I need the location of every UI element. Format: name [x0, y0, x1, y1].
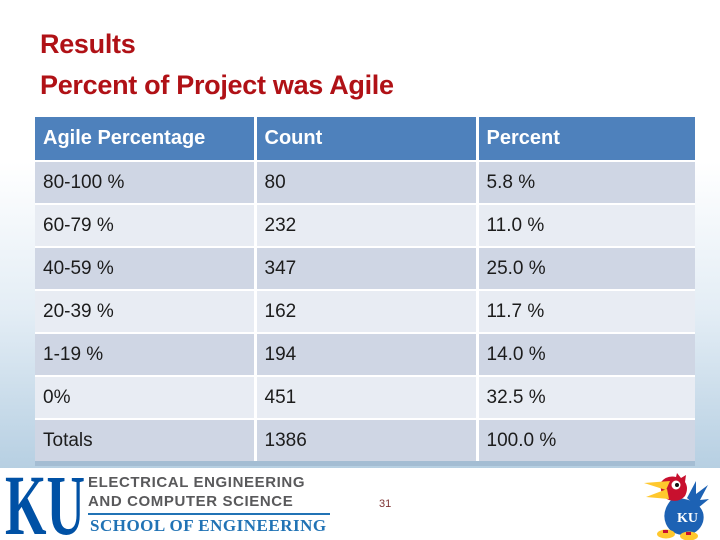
page-number: 31 [379, 498, 392, 510]
jayhawk-foot-right [680, 531, 698, 540]
table-cell: 11.7 % [477, 290, 695, 333]
footer-bar [0, 468, 720, 540]
table-header-row: Agile Percentage Count Percent [35, 117, 695, 161]
table-cell: 1386 [255, 419, 479, 464]
table-cell: 25.0 % [477, 247, 695, 290]
footer-divider-line [88, 513, 330, 515]
ku-wordmark-text: KU [5, 470, 85, 538]
footer-dept-line1: ELECTRICAL ENGINEERING [88, 474, 306, 491]
table-cell: 347 [255, 247, 479, 290]
table-row: 20-39 % 162 11.7 % [35, 290, 695, 333]
table-cell: 5.8 % [477, 161, 695, 204]
table-cell: 0% [35, 376, 257, 419]
column-header-agile-percentage: Agile Percentage [35, 117, 257, 161]
table-row: 60-79 % 232 11.0 % [35, 204, 695, 247]
jayhawk-shoe-stripe-right [686, 532, 691, 535]
slide-title-line2: Percent of Project was Agile [40, 70, 394, 100]
footer-department-block: ELECTRICAL ENGINEERING AND COMPUTER SCIE… [88, 473, 330, 536]
table-row: 1-19 % 194 14.0 % [35, 333, 695, 376]
jayhawk-foot-left [657, 529, 675, 539]
footer-dept-line2: AND COMPUTER SCIENCE [88, 493, 294, 510]
table-cell: 162 [255, 290, 479, 333]
table-row: 80-100 % 80 5.8 % [35, 161, 695, 204]
ku-wordmark-logo: KU [5, 470, 85, 538]
table-cell: 451 [255, 376, 479, 419]
table-cell: 40-59 % [35, 247, 257, 290]
jayhawk-chest-text: KU [677, 511, 698, 526]
slide-title: Results Percent of Project was Agile [40, 24, 394, 106]
table-cell: 232 [255, 204, 479, 247]
jayhawk-beak-lower [646, 489, 669, 499]
table-cell: 80 [255, 161, 479, 204]
slide-title-line1: Results [40, 29, 136, 59]
table-cell: 32.5 % [477, 376, 695, 419]
table-cell: 100.0 % [477, 419, 695, 464]
jayhawk-shoe-stripe-left [663, 530, 668, 533]
table-cell: 60-79 % [35, 204, 257, 247]
jayhawk-tail [687, 481, 709, 508]
jayhawk-mascot-logo: KU [644, 473, 709, 540]
jayhawk-body [664, 498, 704, 535]
table-cell: 194 [255, 333, 479, 376]
table-cell: 11.0 % [477, 204, 695, 247]
table-cell: 80-100 % [35, 161, 257, 204]
table-row: Totals 1386 100.0 % [35, 419, 695, 464]
agile-percentage-table: Agile Percentage Count Percent 80-100 % … [35, 117, 695, 466]
column-header-count: Count [255, 117, 479, 161]
table-row: 0% 451 32.5 % [35, 376, 695, 419]
table-cell: 14.0 % [477, 333, 695, 376]
jayhawk-pupil [675, 483, 679, 487]
table-cell: 20-39 % [35, 290, 257, 333]
footer-school-line: SCHOOL OF ENGINEERING [90, 516, 327, 535]
table-cell: Totals [35, 419, 257, 464]
column-header-percent: Percent [477, 117, 695, 161]
jayhawk-beak-upper [644, 481, 670, 490]
table-cell: 1-19 % [35, 333, 257, 376]
table-row: 40-59 % 347 25.0 % [35, 247, 695, 290]
